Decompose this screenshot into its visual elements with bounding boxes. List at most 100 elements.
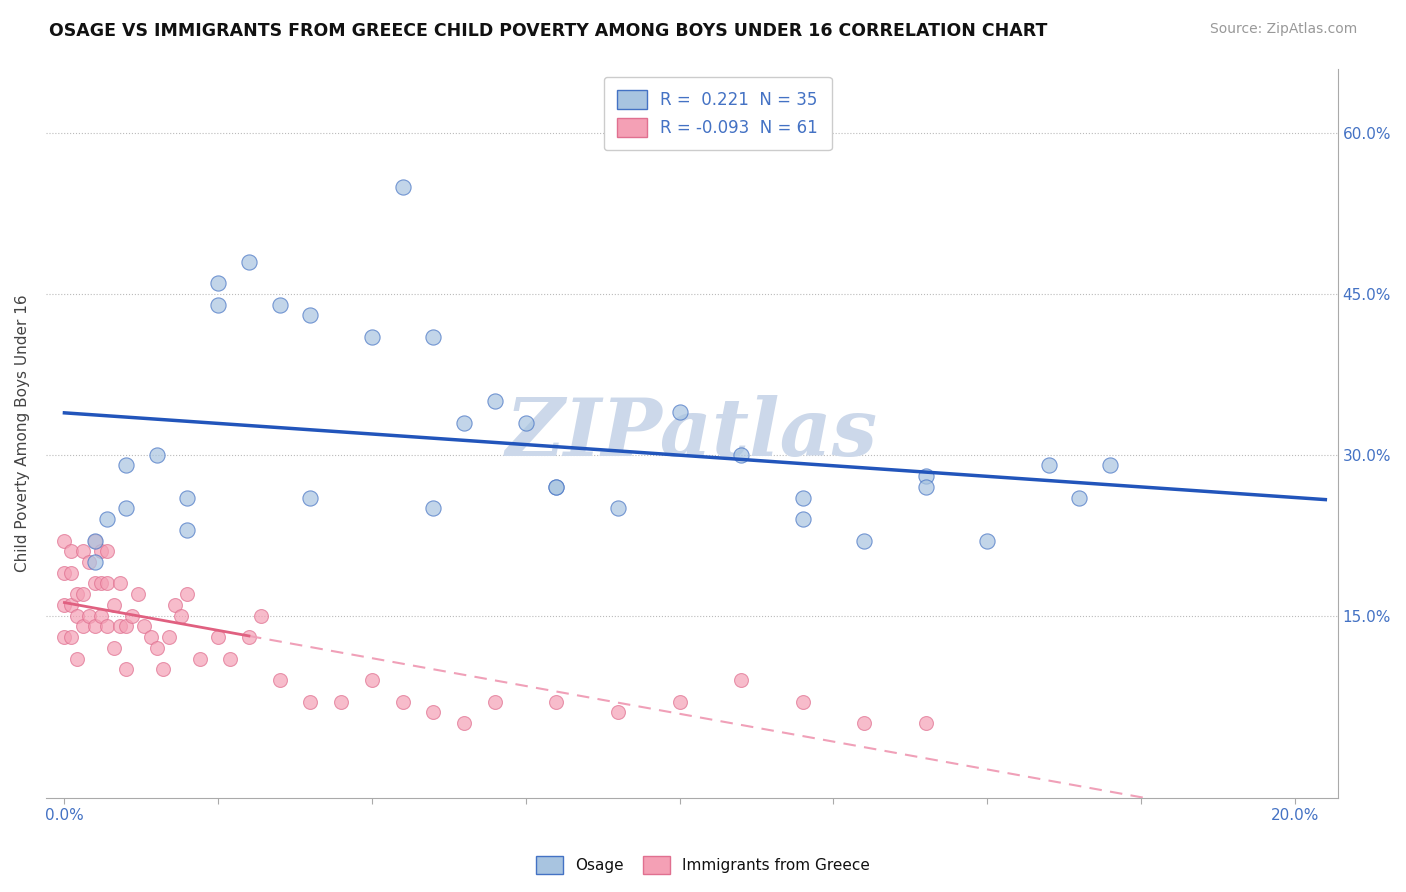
Point [914,480,936,494]
Point [53,533,76,548]
Point [391,179,413,194]
Point [668,694,690,708]
Point [484,394,506,409]
Point [976,533,998,548]
Point [361,673,384,687]
Point [484,694,506,708]
Point [66,608,89,623]
Point [134,619,156,633]
Point [422,330,444,344]
Point [90,544,112,558]
Point [53,598,76,612]
Point [96,544,118,558]
Point [157,630,180,644]
Point [127,587,149,601]
Point [1099,458,1122,473]
Point [59,630,82,644]
Point [84,576,107,591]
Point [165,598,187,612]
Point [72,619,94,633]
Y-axis label: Child Poverty Among Boys Under 16: Child Poverty Among Boys Under 16 [15,294,30,572]
Point [207,630,229,644]
Point [145,640,167,655]
Point [66,587,89,601]
Point [84,533,107,548]
Point [90,608,112,623]
Point [90,576,112,591]
Point [59,598,82,612]
Point [792,491,814,505]
Point [299,694,322,708]
Point [422,501,444,516]
Point [84,619,107,633]
Point [219,651,242,665]
Point [546,694,568,708]
Point [453,715,475,730]
Point [269,673,291,687]
Point [145,448,167,462]
Point [121,608,143,623]
Point [84,533,107,548]
Point [66,651,89,665]
Point [914,469,936,483]
Point [914,715,936,730]
Point [361,330,384,344]
Point [176,491,198,505]
Point [96,619,118,633]
Point [103,598,125,612]
Legend: R =  0.221  N = 35, R = -0.093  N = 61: R = 0.221 N = 35, R = -0.093 N = 61 [603,77,831,151]
Text: OSAGE VS IMMIGRANTS FROM GREECE CHILD POVERTY AMONG BOYS UNDER 16 CORRELATION CH: OSAGE VS IMMIGRANTS FROM GREECE CHILD PO… [49,22,1047,40]
Point [1038,458,1060,473]
Point [792,694,814,708]
Point [96,576,118,591]
Point [59,566,82,580]
Point [453,416,475,430]
Point [96,512,118,526]
Point [77,608,100,623]
Point [422,705,444,719]
Text: ZIPatlas: ZIPatlas [506,394,877,472]
Point [269,297,291,311]
Point [668,405,690,419]
Point [730,448,752,462]
Point [115,501,138,516]
Point [515,416,537,430]
Point [103,640,125,655]
Point [1069,491,1091,505]
Point [238,630,260,644]
Point [59,544,82,558]
Point [792,512,814,526]
Point [853,533,876,548]
Point [115,458,138,473]
Point [607,501,630,516]
Point [176,587,198,601]
Text: Source: ZipAtlas.com: Source: ZipAtlas.com [1209,22,1357,37]
Point [176,523,198,537]
Point [53,630,76,644]
Point [115,619,138,633]
Point [170,608,193,623]
Point [853,715,876,730]
Point [72,587,94,601]
Point [207,276,229,290]
Point [607,705,630,719]
Point [152,662,174,676]
Point [188,651,211,665]
Point [250,608,273,623]
Point [53,566,76,580]
Point [299,308,322,322]
Point [207,297,229,311]
Point [108,619,131,633]
Point [77,555,100,569]
Point [546,480,568,494]
Point [299,491,322,505]
Point [108,576,131,591]
Point [391,694,413,708]
Legend: Osage, Immigrants from Greece: Osage, Immigrants from Greece [530,850,876,880]
Point [238,254,260,268]
Point [72,544,94,558]
Point [84,555,107,569]
Point [330,694,353,708]
Point [546,480,568,494]
Point [139,630,162,644]
